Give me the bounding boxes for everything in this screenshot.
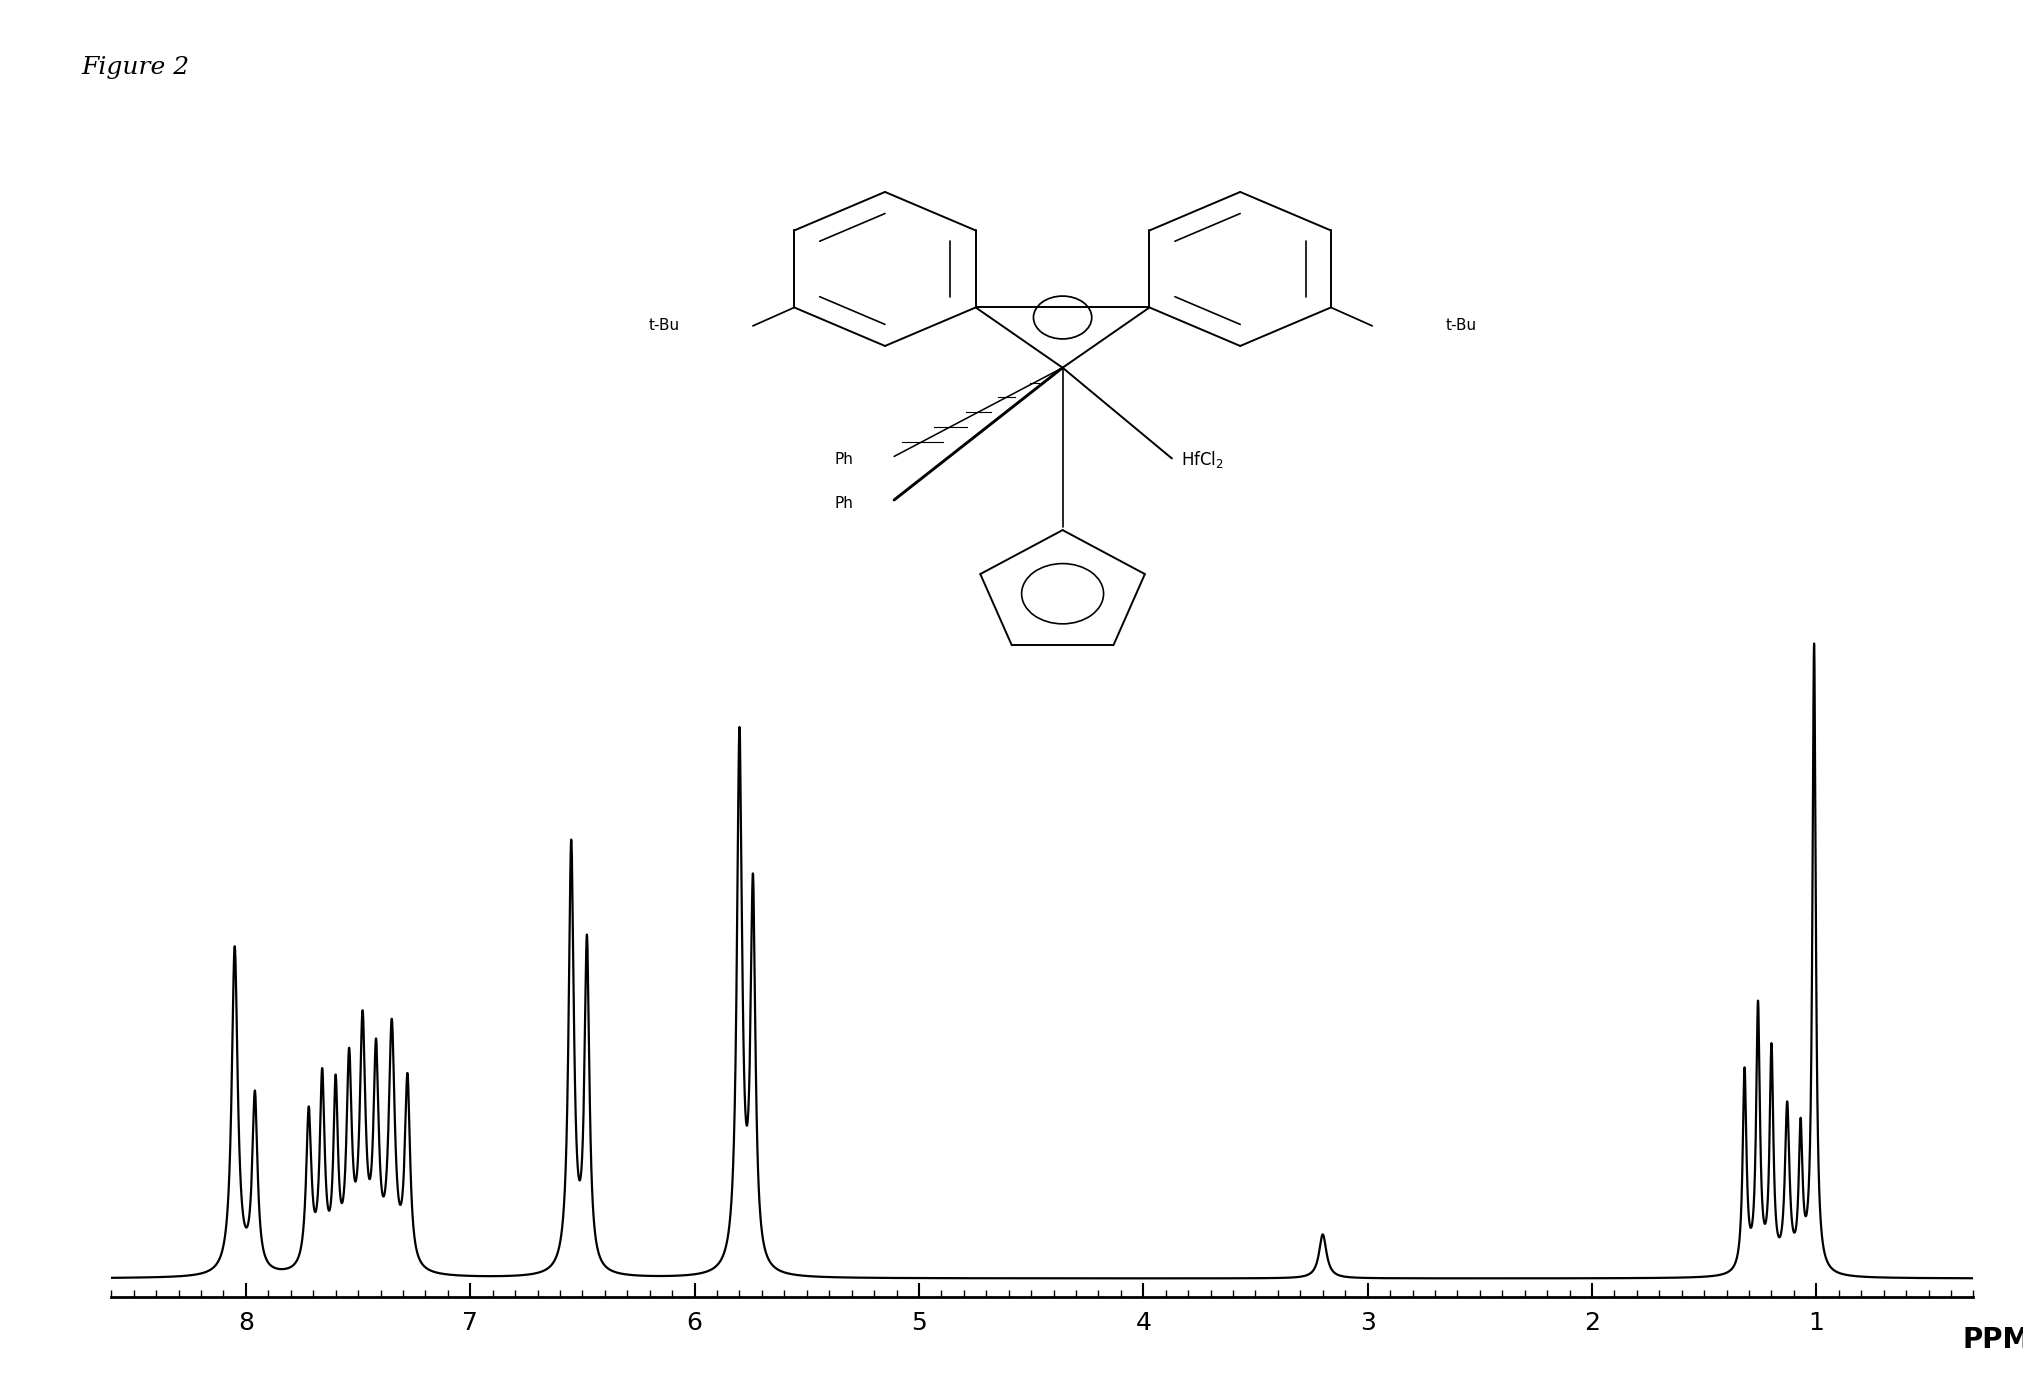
- Text: Ph: Ph: [833, 495, 854, 511]
- Text: Ph: Ph: [833, 452, 854, 467]
- Text: t-Bu: t-Bu: [649, 318, 680, 333]
- Text: PPM: PPM: [1960, 1325, 2023, 1353]
- Text: t-Bu: t-Bu: [1444, 318, 1475, 333]
- Text: Figure 2: Figure 2: [81, 56, 188, 78]
- Text: HfCl$_2$: HfCl$_2$: [1181, 449, 1224, 470]
